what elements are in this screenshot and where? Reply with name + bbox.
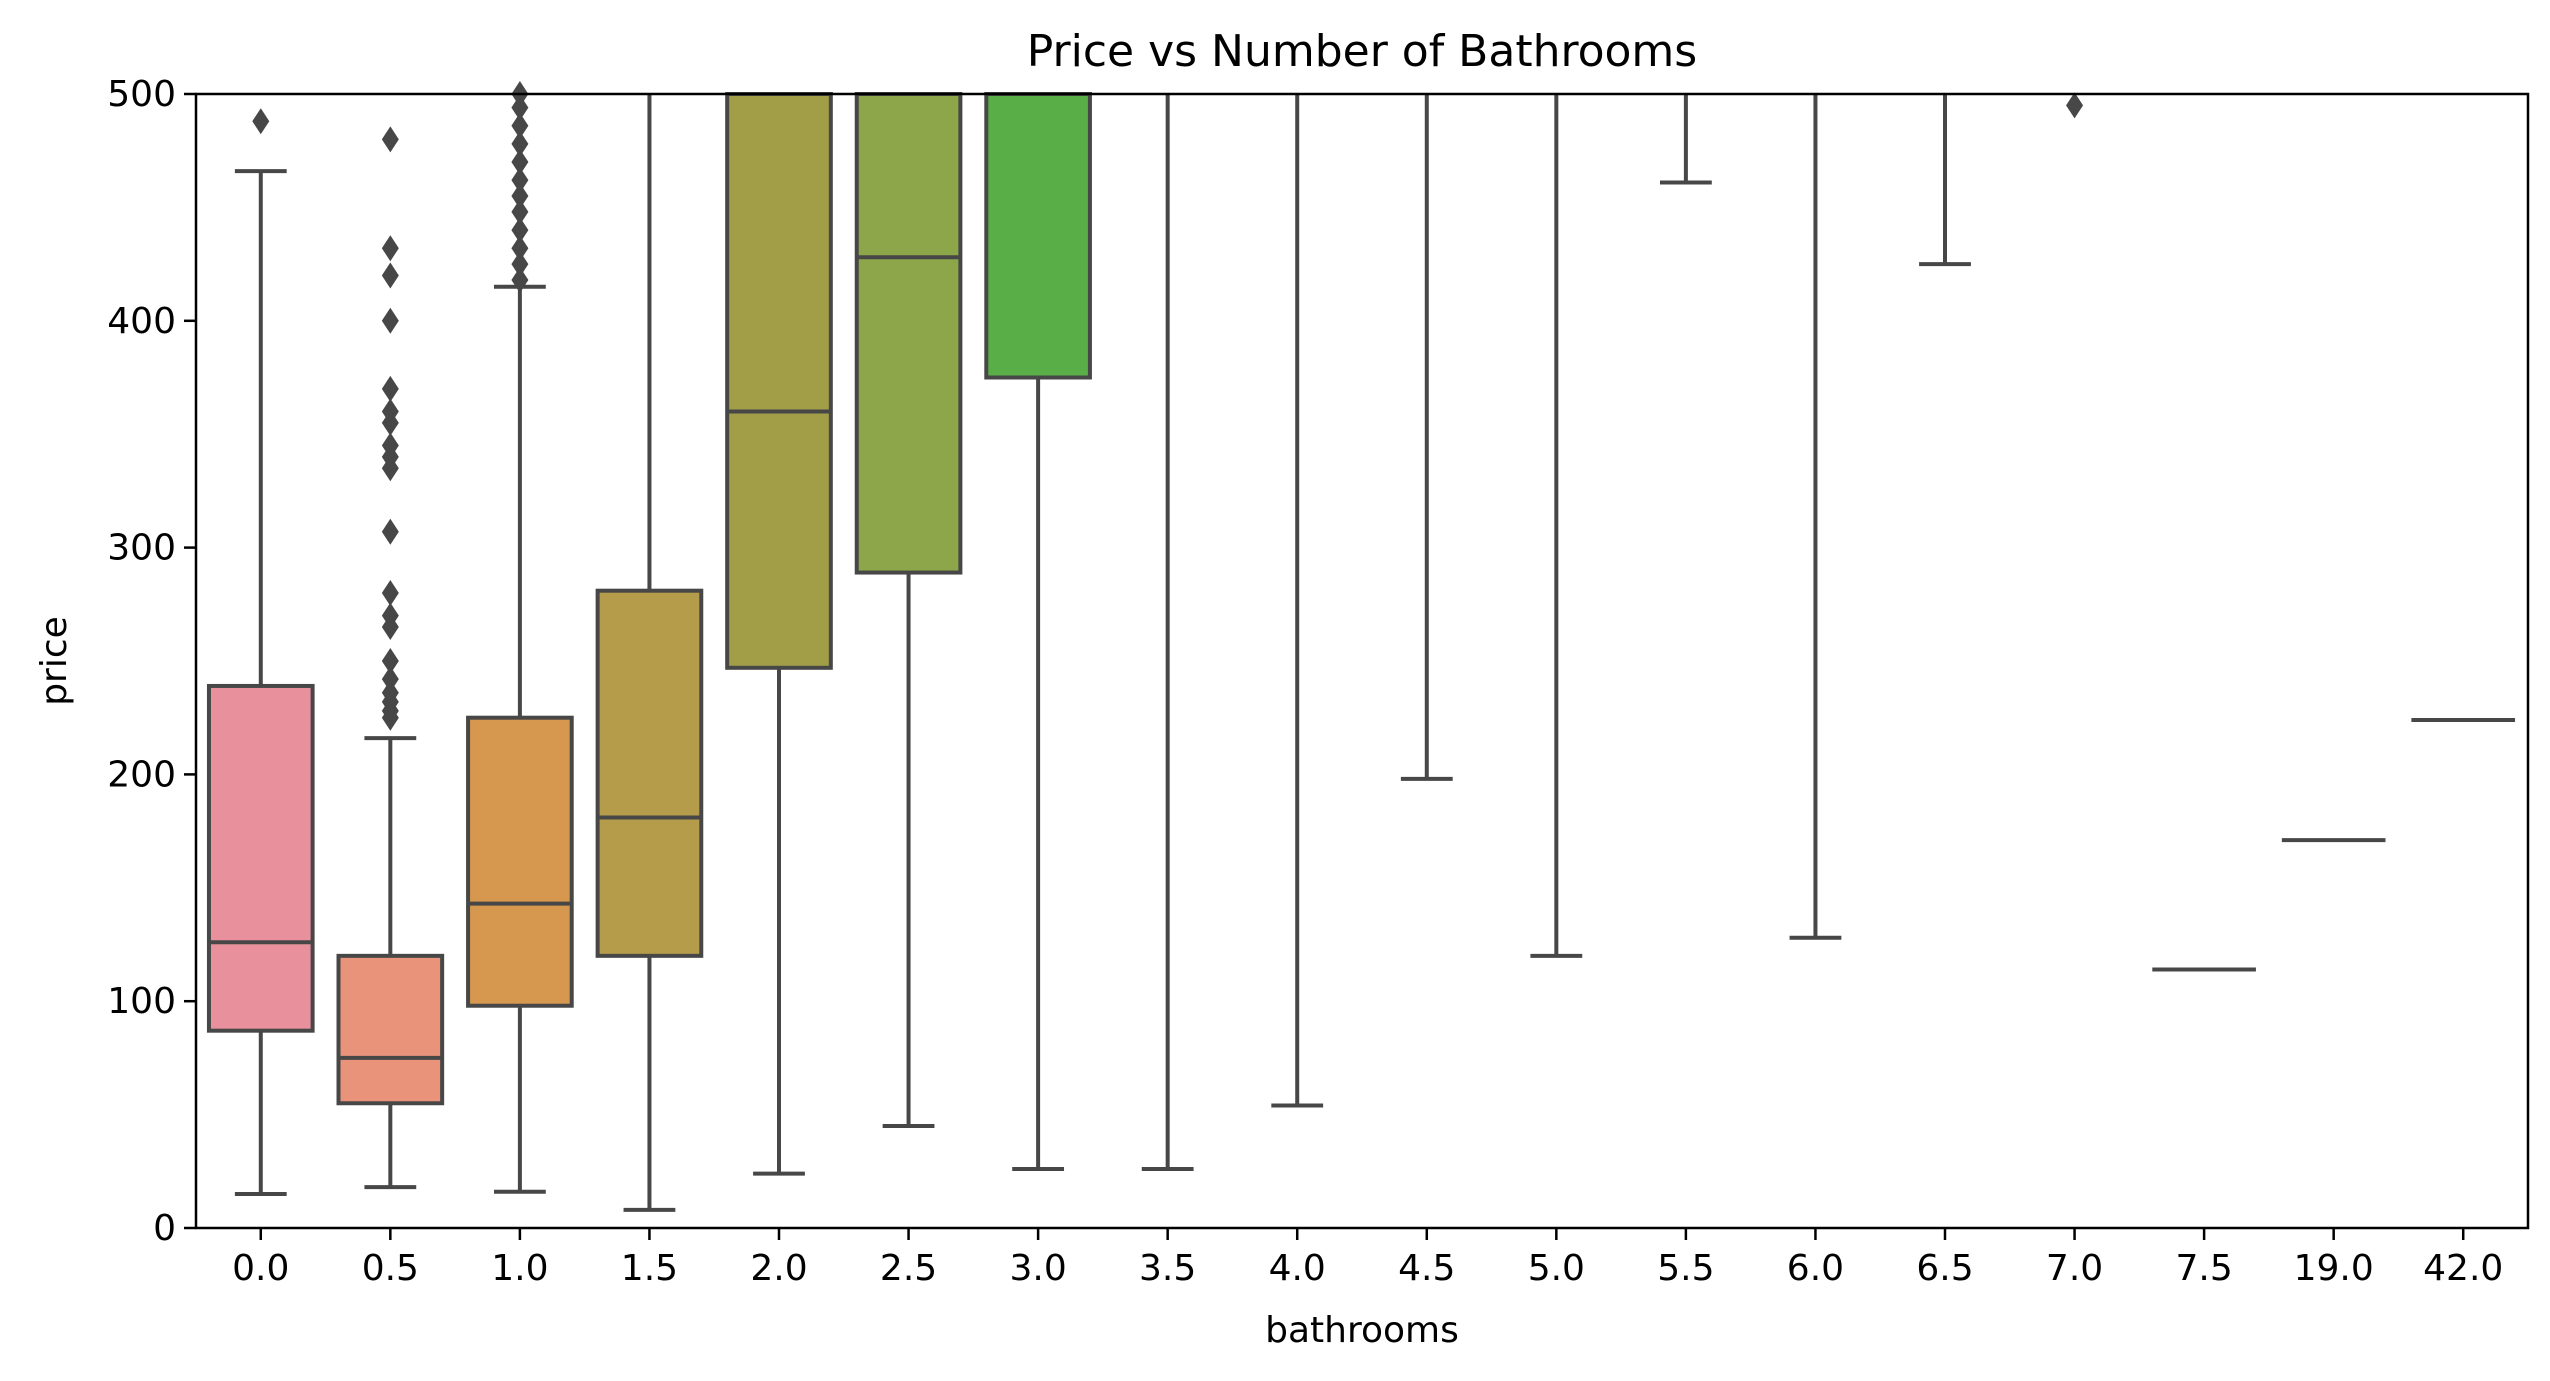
chart-title: Price vs Number of Bathrooms <box>1027 26 1697 77</box>
y-axis: 0 100 200 300 400 500 <box>107 74 196 1249</box>
outlier-point <box>511 266 529 293</box>
box-iqr <box>466 715 574 1008</box>
x-tick-label: 6.5 <box>1916 1248 1973 1289</box>
box-iqr <box>854 92 963 575</box>
outlier-point <box>381 666 399 693</box>
x-tick-label: 5.5 <box>1657 1248 1714 1289</box>
box-group-4-5 <box>1400 94 1453 781</box>
x-tick-label: 0.5 <box>362 1248 419 1289</box>
box-group-0-0 <box>206 108 315 1196</box>
y-axis-label: price <box>34 616 75 706</box>
outlier-point <box>511 251 529 278</box>
x-tick-label: 5.0 <box>1528 1248 1585 1289</box>
outlier-point <box>381 602 399 629</box>
x-tick-label: 42.0 <box>2423 1248 2503 1289</box>
x-tick-label: 19.0 <box>2294 1248 2374 1289</box>
outlier-point <box>2066 92 2084 119</box>
outlier-point <box>381 679 399 706</box>
box-iqr <box>595 588 704 958</box>
outlier-point <box>252 108 270 135</box>
box-iqr <box>984 92 1092 380</box>
box-iqr <box>336 953 445 1106</box>
x-axis: 0.0 0.5 1.0 1.5 2.0 2.5 3.0 3.5 4.0 4.5 5.0 5.5 6.0 6… <box>232 1228 2503 1289</box>
x-tick-label: 7.0 <box>2046 1248 2103 1289</box>
x-tick-label: 3.0 <box>1009 1248 1066 1289</box>
plot-frame <box>194 92 2530 1230</box>
y-tick-label: 0 <box>153 1208 176 1249</box>
box-iqr <box>725 92 833 670</box>
y-tick-label: 300 <box>107 528 176 569</box>
outlier-point <box>381 648 399 674</box>
box-group-6-0 <box>1789 94 1842 940</box>
box-group-1-0 <box>466 81 574 1194</box>
outlier-point <box>511 149 529 176</box>
outlier-point <box>511 235 529 262</box>
x-tick-label: 2.0 <box>750 1248 807 1289</box>
y-tick-label: 400 <box>107 301 176 342</box>
box-group-2-5 <box>854 92 963 1128</box>
x-tick-label: 1.5 <box>621 1248 678 1289</box>
x-tick-label: 4.0 <box>1269 1248 1326 1289</box>
box-group-5-0 <box>1530 94 1583 958</box>
outlier-point <box>381 126 399 153</box>
x-tick-label: 6.0 <box>1787 1248 1844 1289</box>
y-tick-label: 500 <box>107 74 176 115</box>
x-tick-label: 0.0 <box>232 1248 289 1289</box>
box-group-6-5 <box>1919 94 1971 267</box>
outlier-point <box>511 198 529 225</box>
box-group-0-5 <box>336 126 445 1190</box>
x-tick-label: 7.5 <box>2175 1248 2232 1289</box>
outlier-point <box>381 518 399 545</box>
box-group-3-0 <box>984 92 1092 1172</box>
box-group-2-0 <box>725 92 833 1176</box>
box-iqr <box>206 683 315 1033</box>
outlier-point <box>511 183 529 210</box>
box-group-5-5 <box>1659 94 1712 185</box>
outlier-point <box>511 130 529 157</box>
outlier-point <box>381 432 399 459</box>
outlier-point <box>511 94 529 121</box>
x-tick-label: 1.0 <box>491 1248 548 1289</box>
box-group-3-5 <box>1141 94 1194 1172</box>
x-tick-label: 4.5 <box>1398 1248 1455 1289</box>
outlier-point <box>511 112 529 139</box>
x-tick-label: 2.5 <box>880 1248 937 1289</box>
outlier-point <box>381 307 399 334</box>
outlier-point <box>511 167 529 194</box>
box-group-7-0 <box>2066 92 2084 119</box>
outlier-point <box>381 579 399 606</box>
outlier-point <box>381 375 399 402</box>
x-axis-label: bathrooms <box>1265 1310 1459 1351</box>
plot-marks <box>206 81 2516 1212</box>
outlier-point <box>381 262 399 289</box>
x-tick-label: 3.5 <box>1139 1248 1196 1289</box>
outlier-point <box>511 217 529 244</box>
y-tick-label: 100 <box>107 981 176 1022</box>
outlier-point <box>381 235 399 262</box>
y-tick-label: 200 <box>107 754 176 795</box>
outlier-point <box>381 398 399 425</box>
box-group-4-0 <box>1271 94 1324 1108</box>
box-group-1-5 <box>595 94 704 1212</box>
